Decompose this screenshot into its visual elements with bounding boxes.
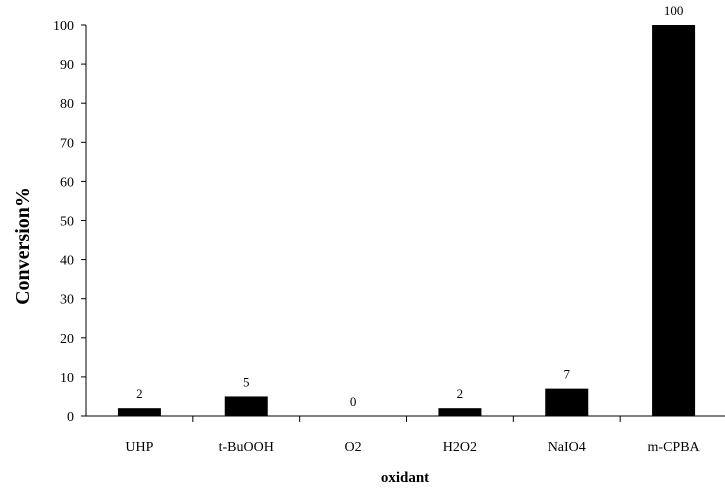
data-labels: 2 5 0 2 7 100 xyxy=(136,3,683,409)
y-tick-label: 80 xyxy=(60,97,74,112)
y-axis-title: Conversion% xyxy=(12,187,34,305)
bar-m-cpba xyxy=(652,25,696,416)
bar-h2o2 xyxy=(438,408,482,416)
y-tick-label: 60 xyxy=(60,175,74,190)
data-label: 100 xyxy=(664,3,684,18)
y-tick-label: 90 xyxy=(60,58,74,73)
x-tick-label: t-BuOOH xyxy=(219,440,274,455)
data-label: 2 xyxy=(136,386,143,401)
y-tick-label: 100 xyxy=(53,19,74,34)
bar-naio4 xyxy=(545,388,589,416)
data-label: 0 xyxy=(350,394,357,409)
y-axis-ticks: 0 10 20 30 40 50 60 70 80 90 100 xyxy=(53,19,86,425)
x-tick-label: H2O2 xyxy=(443,440,477,455)
x-axis-ticks: UHP t-BuOOH O2 H2O2 NaIO4 m-CPBA xyxy=(125,416,701,455)
y-tick-label: 20 xyxy=(60,332,74,347)
data-label: 7 xyxy=(564,367,571,382)
x-tick-label: NaIO4 xyxy=(548,440,586,455)
x-tick-label: UHP xyxy=(125,440,153,455)
x-tick-label: m-CPBA xyxy=(648,440,701,455)
y-tick-label: 0 xyxy=(67,410,74,425)
bars xyxy=(117,25,696,416)
x-axis-title: oxidant xyxy=(381,470,429,486)
y-tick-label: 10 xyxy=(60,371,74,386)
bar-uhp xyxy=(117,408,161,416)
y-tick-label: 50 xyxy=(60,215,74,230)
y-tick-label: 40 xyxy=(60,254,74,269)
data-label: 2 xyxy=(457,386,464,401)
y-tick-label: 70 xyxy=(60,136,74,151)
bar-t-buooh xyxy=(224,396,268,416)
x-tick-label: O2 xyxy=(345,440,362,455)
data-label: 5 xyxy=(243,374,250,389)
y-tick-label: 30 xyxy=(60,293,74,308)
